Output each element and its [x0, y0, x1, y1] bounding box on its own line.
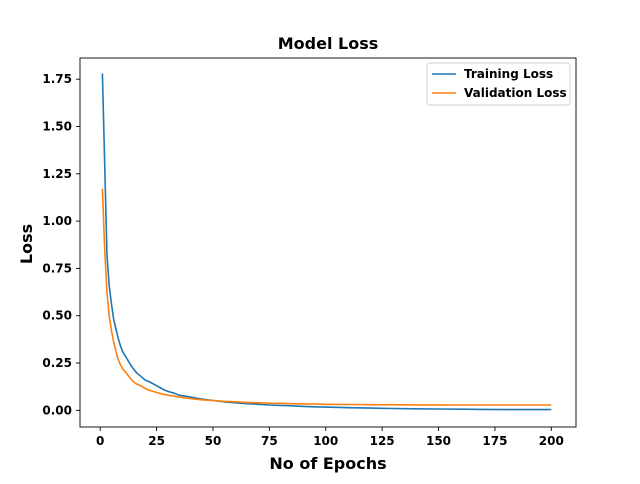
y-tick-label: 1.75: [42, 72, 72, 86]
y-tick-label: 0.00: [42, 403, 72, 417]
series-line-validation-loss: [101, 188, 552, 406]
x-tick-label: 125: [370, 434, 395, 448]
y-tick-label: 0.25: [42, 356, 72, 370]
x-axis-title: No of Epochs: [269, 454, 386, 473]
x-tick-label: 0: [96, 434, 104, 448]
legend-label: Validation Loss: [464, 86, 567, 100]
series-line-training-loss: [101, 73, 552, 411]
y-tick-label: 1.00: [42, 214, 72, 228]
y-axis-title: Loss: [17, 224, 36, 264]
legend-label: Training Loss: [464, 67, 553, 81]
y-tick-label: 0.50: [42, 309, 72, 323]
legend-box: [426, 62, 571, 106]
x-tick-label: 175: [482, 434, 507, 448]
plot-area: 0 25 50 75 100 125 150 175 200 0.00 0.25 0.50 0.75 1.…: [42, 57, 577, 448]
y-tick-label: 1.50: [42, 120, 72, 134]
x-tick-label: 50: [205, 434, 222, 448]
x-tick-label: 100: [313, 434, 338, 448]
x-tick-label: 150: [426, 434, 451, 448]
y-tick-label: 0.75: [42, 261, 72, 275]
axes-frame: [79, 57, 577, 428]
x-tick-label: 75: [261, 434, 278, 448]
chart-title: Model Loss: [278, 34, 379, 53]
x-tick-label: 200: [539, 434, 564, 448]
y-tick-label: 1.25: [42, 167, 72, 181]
x-tick-label: 25: [148, 434, 165, 448]
